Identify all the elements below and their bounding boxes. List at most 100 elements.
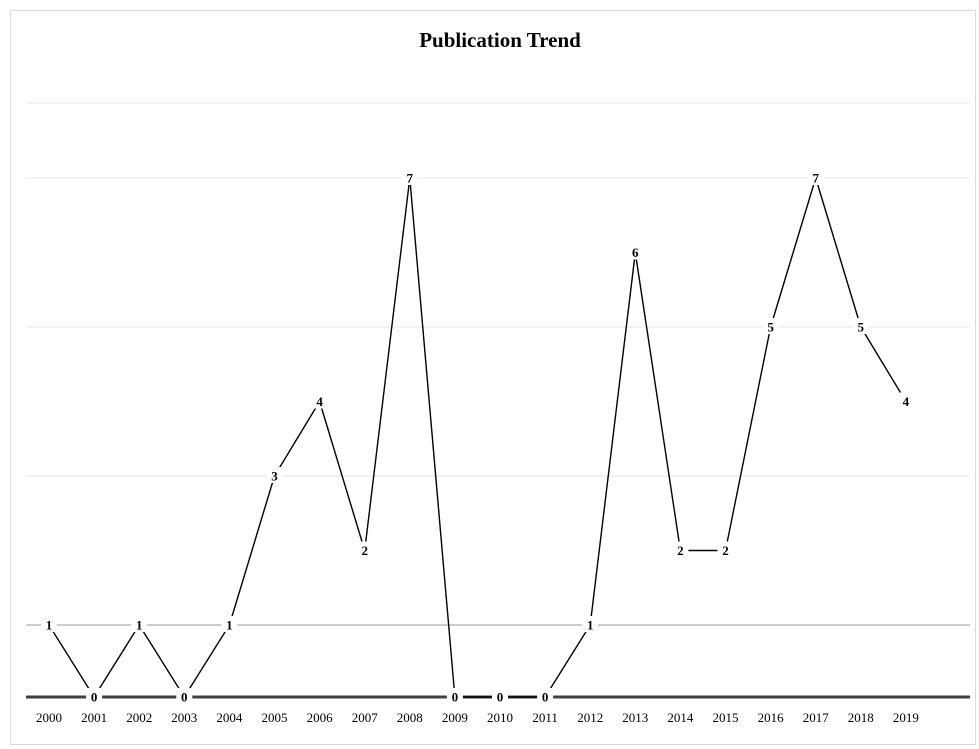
data-label-background [401,169,418,185]
data-label-background [86,688,103,704]
data-label-text: 1 [587,618,594,633]
data-label-background [582,616,599,632]
data-label-background [762,318,779,334]
data-label: 6 [627,243,644,260]
line-segment [860,326,907,402]
data-label-text: 6 [632,245,639,260]
data-label: 0 [537,688,554,705]
data-label-text: 4 [316,394,323,409]
data-label-background [627,243,644,260]
data-label-text: 2 [677,543,684,558]
x-tick-label: 2007 [352,710,379,725]
chart-title: Publication Trend [419,28,581,52]
data-label-text: 2 [722,543,729,558]
line-segment [273,401,321,477]
x-tick-label: 2019 [893,710,919,725]
data-label: 0 [446,688,463,705]
data-label-text: 3 [271,469,278,484]
data-label-text: 1 [46,618,53,633]
data-label: 1 [582,616,599,633]
data-label-background [266,467,283,483]
data-label-text: 0 [542,690,549,705]
gridlines [26,102,970,626]
line-segment [815,177,862,328]
x-tick-label: 2000 [36,710,62,725]
x-tick-label: 2018 [848,710,874,725]
data-label: 1 [41,616,57,633]
line-segment [48,624,95,698]
data-label-text: 0 [91,690,98,705]
data-label-background [41,616,57,632]
x-tick-label: 2013 [622,710,648,725]
line-segment [228,475,276,626]
x-tick-label: 2012 [577,710,603,725]
x-tick-label: 2016 [758,710,785,725]
line-segment [724,326,772,551]
data-label: 1 [131,616,148,633]
x-tick-label: 2003 [171,710,197,725]
data-label-background [717,541,734,558]
data-labels: 1 0 1 0 1 3 4 2 7 0 0 0 1 6 2 2 5 7 5 4 [41,169,914,705]
data-label: 0 [492,688,508,705]
data-label-background [176,688,193,704]
data-label: 2 [717,541,734,558]
data-label: 2 [356,541,373,558]
x-tick-label: 2008 [397,710,423,725]
line-segment [544,624,591,698]
data-label: 1 [221,616,238,633]
data-label: 7 [401,169,418,186]
data-label-background [537,688,554,704]
line-segment [183,624,230,698]
chart-frame [10,10,976,745]
data-label-text: 5 [858,320,865,335]
x-tick-label: 2015 [713,710,739,725]
data-label: 0 [86,688,103,705]
data-label-background [446,688,463,704]
series-line [48,177,907,698]
data-label: 4 [897,392,914,409]
data-label-text: 1 [226,618,233,633]
data-label-text: 1 [136,618,143,633]
data-label: 7 [807,169,824,186]
data-label-text: 0 [181,690,188,705]
data-label: 0 [176,688,193,705]
line-segment [409,177,456,698]
data-label-background [131,616,148,632]
x-tick-label: 2005 [262,710,288,725]
line-segment [93,624,140,698]
data-label: 2 [672,541,689,558]
data-label: 3 [266,467,283,484]
data-label: 5 [852,318,869,335]
x-tick-label: 2006 [307,710,334,725]
line-segment [318,401,366,551]
data-label-background [807,169,824,185]
data-label-background [492,688,508,704]
x-tick-labels: 2000 2001 2002 2003 2004 2005 2006 2007 2008 2009… [36,710,919,725]
data-label-background [356,541,373,558]
data-label-background [897,392,914,409]
line-segment [589,252,636,626]
x-tick-label: 2001 [81,710,107,725]
x-tick-label: 2010 [487,710,513,725]
data-label-background [311,392,328,409]
x-tick-label: 2011 [532,710,558,725]
x-tick-label: 2009 [442,710,468,725]
data-label: 5 [762,318,779,335]
data-label-background [672,541,689,558]
data-label-text: 5 [767,320,774,335]
data-label-background [852,318,869,334]
x-tick-label: 2002 [126,710,152,725]
x-tick-label: 2004 [216,710,243,725]
x-tick-label: 2017 [803,710,830,725]
line-segment [138,624,185,698]
data-label: 4 [311,392,328,409]
x-tick-label: 2014 [667,710,694,725]
line-segment [634,252,682,551]
data-label-text: 0 [497,690,504,705]
data-label-text: 7 [812,171,819,186]
line-segment [769,177,817,328]
data-label-text: 0 [452,690,459,705]
data-label-background [221,616,238,632]
data-label-text: 4 [903,394,910,409]
